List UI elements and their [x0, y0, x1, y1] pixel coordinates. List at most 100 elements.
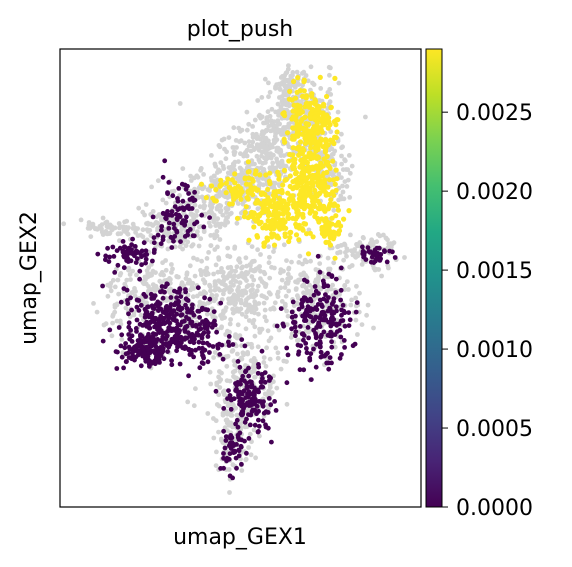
scatter-point [278, 366, 284, 372]
scatter-point [321, 329, 327, 335]
scatter-point [223, 180, 229, 186]
scatter-point [170, 193, 176, 199]
scatter-point [240, 264, 245, 270]
scatter-point [371, 265, 377, 271]
scatter-point [334, 222, 340, 228]
scatter-point [332, 148, 338, 154]
scatter-point [116, 291, 121, 297]
scatter-point [345, 167, 351, 173]
scatter-point [275, 127, 281, 133]
scatter-point [200, 319, 205, 324]
scatter-point [223, 156, 229, 162]
scatter-point [205, 330, 211, 335]
scatter-point [363, 114, 368, 120]
scatter-point [311, 346, 316, 352]
scatter-point [234, 412, 240, 418]
scatter-point [213, 418, 219, 424]
scatter-point [307, 296, 313, 302]
scatter-point [144, 252, 150, 257]
scatter-point [246, 412, 251, 417]
scatter-point [163, 200, 169, 206]
scatter-point [284, 102, 289, 108]
scatter-point [262, 76, 268, 82]
scatter-point [264, 235, 270, 241]
scatter-point [225, 170, 231, 176]
scatter-point [293, 286, 299, 291]
scatter-point [293, 232, 300, 238]
scatter-point [239, 468, 245, 473]
scatter-point [222, 146, 227, 152]
scatter-point [183, 243, 189, 249]
scatter-point [61, 221, 67, 227]
scatter-point [278, 104, 284, 110]
scatter-point [290, 133, 296, 139]
scatter-point [210, 321, 216, 326]
scatter-point [332, 75, 338, 81]
scatter-point [262, 379, 268, 385]
scatter-point [366, 249, 372, 254]
scatter-point [285, 93, 291, 98]
scatter-point [238, 444, 244, 450]
scatter-point [104, 219, 110, 225]
scatter-point [234, 417, 240, 423]
scatter-point [378, 252, 384, 257]
scatter-point [228, 412, 234, 418]
scatter-point [225, 176, 231, 182]
scatter-point [256, 408, 261, 414]
scatter-point [338, 334, 344, 340]
scatter-point [231, 125, 237, 131]
scatter-point [374, 239, 380, 245]
scatter-point [273, 85, 278, 91]
scatter-point [247, 182, 253, 188]
scatter-point [331, 310, 337, 316]
scatter-point [300, 331, 306, 336]
scatter-point [239, 169, 245, 175]
scatter-point [231, 282, 236, 288]
scatter-point [113, 349, 119, 354]
scatter-point [203, 195, 209, 201]
scatter-point [221, 465, 227, 471]
scatter-point [228, 397, 234, 403]
scatter-point [338, 297, 343, 303]
scatter-point [275, 145, 281, 151]
scatter-point [136, 349, 142, 354]
scatter-point [112, 225, 118, 231]
scatter-point [130, 225, 136, 231]
scatter-point [196, 308, 202, 314]
scatter-point [234, 264, 240, 270]
scatter-point [240, 411, 246, 417]
scatter-point [326, 119, 332, 125]
scatter-point [95, 226, 100, 232]
scatter-point [134, 272, 139, 278]
scatter-point [259, 95, 265, 100]
scatter-point [299, 180, 305, 186]
scatter-point [166, 325, 172, 331]
scatter-point [293, 329, 299, 334]
scatter-point [178, 312, 184, 318]
scatter-point [259, 153, 264, 159]
scatter-point [266, 338, 272, 344]
scatter-point [161, 330, 167, 336]
scatter-point [339, 175, 344, 181]
scatter-point [121, 253, 127, 259]
scatter-point [260, 418, 266, 424]
scatter-point [162, 289, 167, 295]
scatter-point [119, 337, 125, 342]
scatter-point [217, 237, 223, 242]
scatter-point [227, 473, 233, 479]
scatter-point [308, 165, 314, 171]
scatter-point [221, 406, 227, 411]
scatter-point [265, 328, 271, 334]
scatter-point [341, 216, 347, 222]
scatter-point [275, 350, 281, 356]
scatter-point [156, 308, 161, 313]
scatter-point [342, 158, 348, 164]
scatter-point [164, 281, 170, 287]
scatter-point [201, 224, 207, 230]
scatter-point [251, 401, 257, 407]
scatter-point [288, 229, 294, 235]
scatter-point [134, 297, 140, 303]
scatter-point [234, 442, 239, 447]
scatter-point [245, 350, 251, 355]
scatter-point [279, 132, 284, 137]
